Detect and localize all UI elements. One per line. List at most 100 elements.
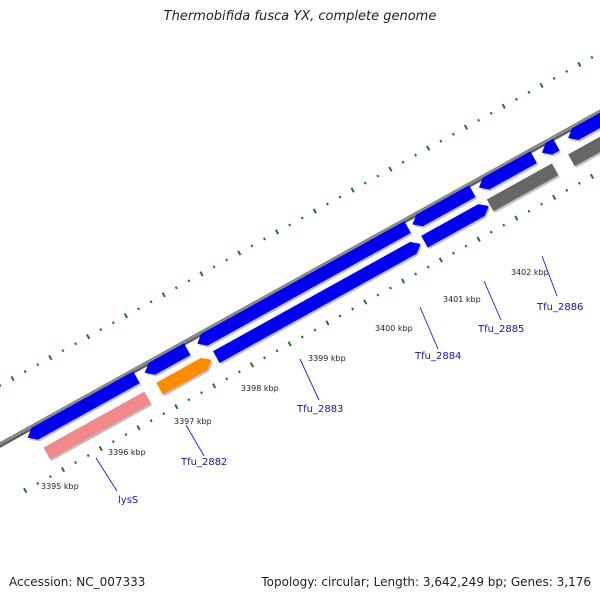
Tfu_2883-gene — [212, 241, 421, 364]
gene-label: Tfu_2882 — [180, 457, 227, 468]
outer-tick — [489, 111, 493, 115]
outer-tick — [86, 334, 91, 340]
ruler-label: 3396 kbp — [108, 448, 146, 457]
outer-tick — [187, 279, 191, 283]
inner-tick — [60, 466, 66, 473]
outer-tick — [263, 237, 266, 241]
outer-tick — [565, 69, 569, 73]
backbone-line — [0, 109, 600, 446]
inner-tick — [426, 265, 430, 269]
gene-forward-3 — [197, 221, 411, 346]
ruler-label: 3399 kbp — [308, 354, 346, 363]
inner-tick — [23, 487, 28, 494]
outer-tick — [388, 166, 393, 172]
outer-tick — [174, 286, 178, 290]
outer-tick — [149, 300, 153, 304]
inner-tick — [263, 356, 266, 360]
inner-tick — [86, 454, 90, 458]
outer-tick — [363, 181, 367, 185]
gene-forward-7 — [568, 112, 600, 140]
inner-tick — [476, 236, 481, 242]
outer-tick — [300, 216, 304, 220]
gene-forward-6 — [541, 138, 560, 155]
map-title: Thermobifida fusca YX, complete genome — [163, 9, 437, 24]
inner-tick — [351, 307, 355, 311]
outer-tick — [23, 370, 27, 374]
outer-tick — [539, 82, 544, 89]
inner-tick — [249, 362, 254, 368]
genome-summary: Topology: circular; Length: 3,642,249 bp… — [261, 575, 591, 589]
inner-tick — [338, 314, 342, 318]
outer-tick — [451, 132, 455, 136]
Tfu_2886-gene — [568, 136, 600, 167]
inner-tick — [111, 440, 115, 444]
feature-labels: 3395 kbp 3396 kbp 3397 kbp 3398 kbp 3399 kbp… — [41, 255, 583, 506]
outer-tick — [288, 223, 292, 227]
inner-tick — [313, 328, 317, 332]
inner-tick — [565, 188, 569, 192]
outer-tick — [426, 145, 431, 151]
gene-forward-1 — [27, 371, 140, 440]
gene-label: Tfu_2883 — [296, 404, 343, 415]
gene-forward-5 — [478, 151, 537, 190]
inner-tick — [212, 383, 217, 389]
outer-tick — [552, 76, 556, 80]
outer-tick — [414, 153, 418, 157]
inner-tick — [174, 404, 179, 410]
gene-label: lysS — [118, 495, 138, 506]
inner-tick — [540, 202, 544, 206]
genome-backbone — [0, 109, 600, 448]
ruler-label: 3398 kbp — [241, 384, 279, 393]
Tfu_2884-gene — [421, 204, 489, 248]
gene-forward-2 — [144, 343, 191, 375]
inner-tick — [552, 194, 557, 200]
ruler-label: 3401 kbp — [443, 295, 481, 304]
leader-line — [419, 306, 439, 350]
leader-line — [541, 255, 558, 297]
outer-tick — [111, 321, 115, 325]
inner-tick — [514, 215, 519, 221]
inner-tick — [589, 173, 595, 179]
inner-tick — [36, 481, 40, 486]
outer-tick — [463, 124, 469, 130]
Tfu_2885-gene — [486, 163, 559, 212]
Tfu_2882-gene — [156, 357, 212, 395]
inner-tick — [577, 181, 581, 185]
inner-tick — [187, 398, 191, 402]
leader-line — [483, 280, 502, 321]
outer-tick — [10, 375, 15, 382]
inner-tick — [136, 424, 141, 431]
accession-label: Accession: NC_007333 — [9, 575, 146, 589]
outer-tick — [338, 195, 342, 199]
inner-tick — [287, 341, 292, 347]
leader-line — [95, 457, 118, 492]
inner-tick — [489, 230, 493, 234]
inner-tick — [363, 299, 368, 305]
inner-tick — [376, 293, 380, 297]
inner-tick — [451, 251, 455, 255]
inner-tick — [400, 278, 406, 284]
outer-tick — [123, 313, 129, 319]
outer-tick — [74, 342, 78, 346]
inner-tick — [414, 272, 418, 276]
outer-tick — [477, 118, 481, 122]
inner-tick — [388, 286, 392, 290]
outer-tick — [225, 258, 229, 262]
inner-tick — [162, 412, 166, 416]
outer-tick — [0, 384, 2, 387]
inner-tick — [74, 461, 78, 465]
outer-tick — [212, 265, 216, 269]
outer-tick — [325, 202, 329, 206]
inner-tick — [98, 445, 103, 452]
inner-tick — [48, 474, 52, 479]
outer-tick — [237, 250, 242, 256]
inner-tick — [124, 433, 128, 437]
inner-tick — [300, 335, 304, 339]
inner-tick — [200, 391, 203, 395]
ruler-label: 3402 kbp — [511, 268, 549, 277]
gene-label: Tfu_2884 — [414, 351, 461, 362]
outer-tick — [439, 139, 443, 143]
outer-tick — [199, 271, 204, 277]
leader-line — [299, 358, 320, 401]
